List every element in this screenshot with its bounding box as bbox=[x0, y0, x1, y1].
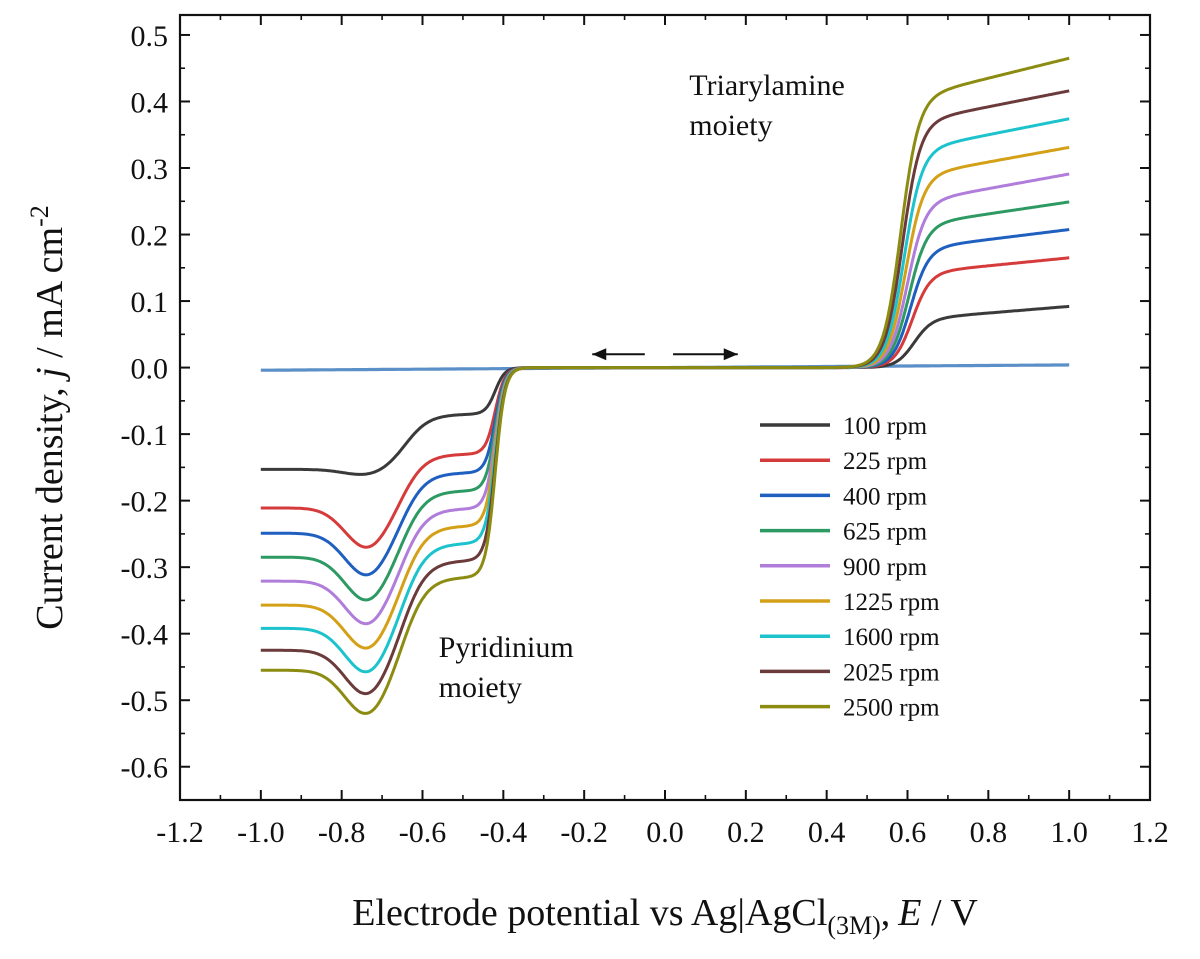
y-tick-label: -0.3 bbox=[121, 552, 169, 585]
legend-label: 100 rpm bbox=[843, 413, 928, 440]
x-axis-title-variable: E bbox=[897, 892, 921, 934]
x-axis-title-subscript: (3M) bbox=[827, 911, 880, 940]
y-tick-label: 0.5 bbox=[131, 20, 169, 53]
y-tick-label: 0.1 bbox=[131, 286, 169, 319]
legend-label: 400 rpm bbox=[843, 483, 928, 510]
legend-label: 2500 rpm bbox=[843, 695, 940, 722]
axis-tick-labels: -1.2 -1.0 -0.8 -0.6 -0.4 -0.2 0.0 0.2 0.4 0.6 0.8 1… bbox=[121, 20, 1169, 849]
curves-group bbox=[260, 56, 1070, 715]
y-tick-label: -0.6 bbox=[121, 752, 169, 785]
y-tick-label: 0.2 bbox=[131, 220, 169, 253]
x-tick-label: -0.8 bbox=[318, 816, 366, 849]
x-axis-title-main: Electrode potential vs Ag|AgCl bbox=[352, 892, 827, 934]
x-tick-label: 0.8 bbox=[970, 816, 1008, 849]
annotation-triarylamine: Triarylamine moiety bbox=[689, 69, 845, 142]
y-tick-label: -0.2 bbox=[121, 486, 169, 519]
x-tick-label: 0.0 bbox=[646, 816, 684, 849]
legend-label: 1225 rpm bbox=[843, 589, 940, 616]
annotation-pyridinium: Pyridinium moiety bbox=[439, 631, 574, 704]
x-tick-label: -1.0 bbox=[237, 816, 285, 849]
x-tick-label: 0.6 bbox=[889, 816, 927, 849]
y-tick-label: -0.5 bbox=[121, 685, 169, 718]
series-line-2025-rpm bbox=[260, 89, 1070, 696]
x-axis-title-unit: / V bbox=[921, 892, 978, 934]
y-tick-label: -0.4 bbox=[121, 619, 169, 652]
arrow-right-head bbox=[723, 348, 738, 361]
arrow-left-head bbox=[592, 348, 607, 361]
series-line-625-rpm bbox=[260, 200, 1070, 602]
x-axis-title: Electrode potential vs Ag|AgCl(3M), E / V bbox=[352, 892, 978, 940]
legend: 100 rpm 225 rpm 400 rpm 625 rpm 900 rpm 1225 … bbox=[760, 413, 940, 722]
series-line-400-rpm bbox=[260, 228, 1070, 577]
x-axis-title-comma: , bbox=[881, 892, 891, 934]
legend-label: 900 rpm bbox=[843, 554, 928, 581]
y-tick-label: 0.4 bbox=[131, 86, 169, 119]
x-tick-label: -1.2 bbox=[156, 816, 204, 849]
scan-direction-arrows bbox=[592, 348, 738, 361]
legend-label: 1600 rpm bbox=[843, 624, 940, 651]
x-tick-label: 1.2 bbox=[1131, 816, 1169, 849]
y-axis-title-superscript: -2 bbox=[25, 205, 54, 227]
series-line-2500-rpm bbox=[260, 56, 1070, 715]
x-tick-label: -0.2 bbox=[560, 816, 608, 849]
y-axis-title-main: Current density, bbox=[29, 378, 71, 630]
axis-ticks bbox=[179, 15, 1151, 800]
series-line-100-rpm bbox=[260, 304, 1070, 476]
x-tick-label: 1.0 bbox=[1050, 816, 1088, 849]
y-tick-label: 0.3 bbox=[131, 153, 169, 186]
x-tick-label: 0.2 bbox=[727, 816, 765, 849]
y-axis-title: Current density, j / mA cm-2 bbox=[25, 205, 71, 630]
y-tick-label: 0.0 bbox=[131, 353, 169, 386]
annotations-group: Triarylamine moiety Pyridinium moiety bbox=[439, 69, 845, 704]
x-tick-label: 0.4 bbox=[808, 816, 846, 849]
legend-label: 225 rpm bbox=[843, 448, 928, 475]
y-axis-title-unit: / mA cm bbox=[29, 227, 71, 367]
y-tick-label: -0.1 bbox=[121, 419, 169, 452]
x-tick-label: -0.4 bbox=[480, 816, 528, 849]
series-line-225-rpm bbox=[260, 256, 1070, 549]
x-tick-label: -0.6 bbox=[399, 816, 447, 849]
legend-label: 2025 rpm bbox=[843, 659, 940, 686]
legend-label: 625 rpm bbox=[843, 519, 928, 546]
series-line-900-rpm bbox=[260, 172, 1070, 626]
